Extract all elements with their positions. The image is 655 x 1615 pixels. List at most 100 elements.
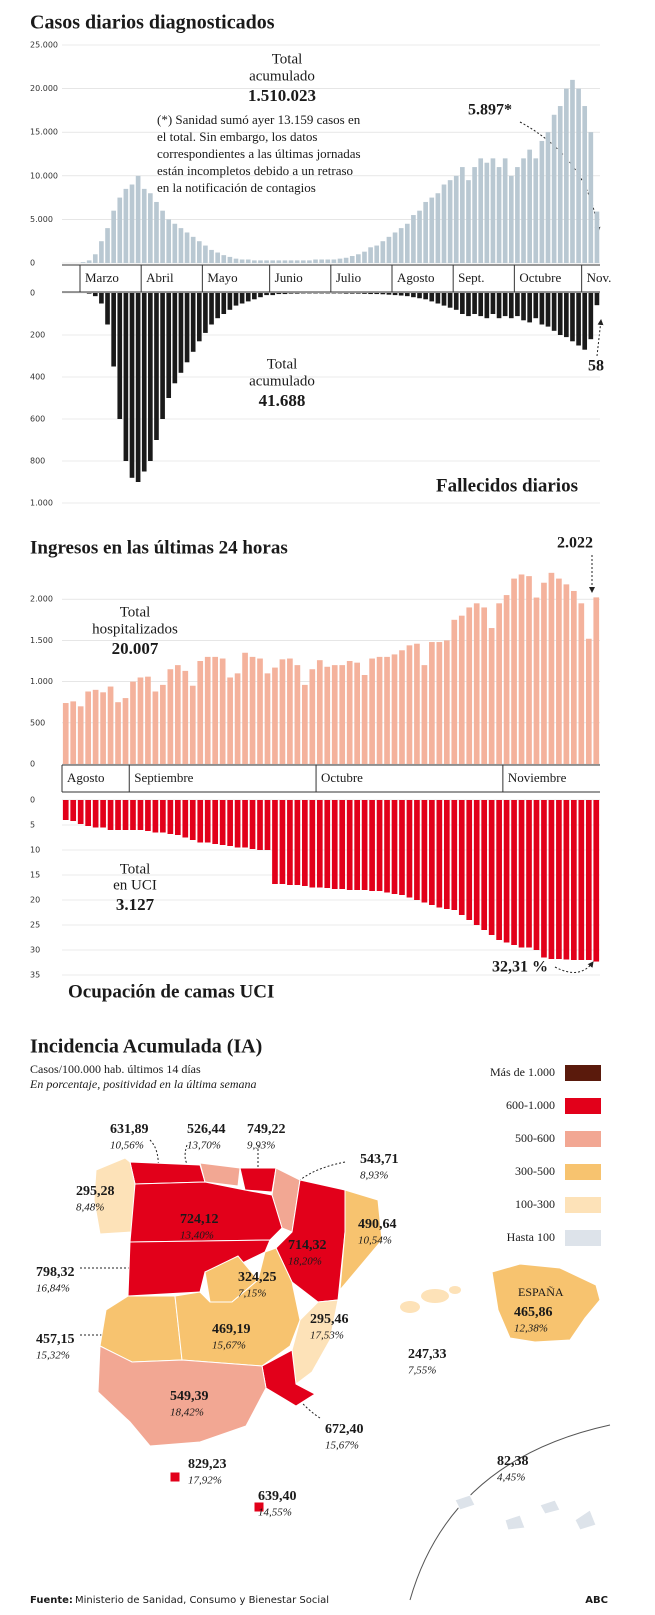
bar	[533, 293, 539, 319]
bar	[99, 241, 104, 263]
bar	[521, 293, 526, 321]
bar	[571, 800, 577, 960]
bar	[107, 686, 114, 764]
bar	[406, 800, 413, 898]
bar	[458, 800, 465, 915]
region-value: 82,38	[497, 1454, 529, 1469]
bar	[166, 219, 172, 263]
bar	[92, 293, 98, 297]
bar	[309, 669, 316, 764]
bar	[503, 800, 510, 943]
y-tick-label: 25	[30, 921, 40, 930]
bar	[508, 293, 514, 319]
bar	[541, 582, 547, 764]
bar	[557, 106, 563, 263]
bar	[227, 677, 233, 764]
legend-swatch	[565, 1197, 601, 1213]
bar	[174, 665, 181, 764]
annotation: en la notificación de contagios	[157, 180, 316, 195]
region-positivity: 4,45%	[497, 1472, 525, 1484]
bar	[264, 673, 271, 764]
bar	[571, 590, 577, 764]
legend-label: 600-1.000	[506, 1098, 555, 1112]
region-value: 672,40	[325, 1422, 364, 1437]
bar	[545, 132, 551, 263]
bar	[376, 656, 383, 764]
bar	[294, 260, 300, 263]
region-value: 724,12	[180, 1212, 219, 1227]
bar	[354, 800, 360, 890]
region-positivity: 14,55%	[258, 1507, 292, 1519]
bar	[443, 800, 450, 909]
annotation: 2.022	[557, 535, 593, 552]
bar	[421, 665, 428, 764]
map-title: Incidencia Acumulada (IA)	[30, 1036, 262, 1058]
bar	[533, 597, 540, 764]
region-positivity: 13,40%	[180, 1230, 214, 1242]
bar	[594, 211, 600, 263]
bar	[453, 175, 459, 263]
y-tick-label: 0	[30, 289, 35, 298]
bar	[570, 79, 575, 263]
bar	[578, 603, 585, 764]
bar	[349, 256, 355, 263]
bar	[368, 247, 373, 263]
bar	[148, 193, 153, 263]
bar	[115, 702, 121, 764]
bar	[190, 293, 196, 352]
region	[169, 1471, 181, 1483]
bar	[331, 665, 338, 764]
bar	[551, 293, 557, 331]
bar	[478, 293, 484, 317]
bar	[196, 241, 202, 263]
bar	[197, 661, 204, 764]
bar	[160, 210, 165, 263]
bar	[339, 800, 346, 889]
x-tick-label: Septiembre	[134, 770, 193, 785]
bar	[174, 800, 181, 835]
annotation: el total. Sin embargo, los datos	[157, 129, 317, 144]
bar	[447, 293, 453, 308]
region-value: 526,44	[187, 1122, 226, 1137]
x-tick-label: Octubre	[519, 270, 561, 285]
bar	[167, 669, 174, 764]
bar	[221, 293, 227, 314]
bar	[472, 167, 477, 263]
bar	[219, 658, 226, 764]
bar	[356, 254, 361, 263]
bar	[117, 293, 123, 419]
bar	[80, 262, 86, 263]
bar	[556, 578, 562, 764]
bar	[399, 800, 405, 895]
x-tick-label: Junio	[275, 270, 303, 285]
bar	[182, 670, 189, 764]
y-tick-label: 2.000	[30, 595, 53, 604]
bar	[369, 658, 375, 764]
annotation: 1.510.023	[248, 86, 316, 105]
y-tick-label: 25.000	[30, 41, 58, 50]
bar	[346, 661, 353, 764]
region-value: 324,25	[238, 1270, 277, 1285]
bar	[117, 197, 123, 263]
bar	[417, 210, 422, 263]
bar	[189, 685, 196, 764]
annotation: en UCI	[113, 877, 157, 893]
bar	[249, 656, 256, 764]
bar	[145, 800, 151, 831]
bar	[386, 293, 392, 295]
y-tick-label: 20	[30, 896, 40, 905]
annotation: Total	[272, 51, 303, 67]
y-tick-label: 200	[30, 331, 45, 340]
bar	[111, 210, 116, 263]
bar	[105, 293, 110, 325]
bar	[423, 201, 428, 263]
bar	[362, 293, 367, 294]
bar	[594, 293, 600, 306]
bar	[392, 293, 398, 296]
bar	[484, 162, 490, 263]
bar	[288, 260, 294, 263]
bar	[160, 684, 166, 764]
bar	[130, 800, 136, 830]
bar	[346, 800, 353, 890]
